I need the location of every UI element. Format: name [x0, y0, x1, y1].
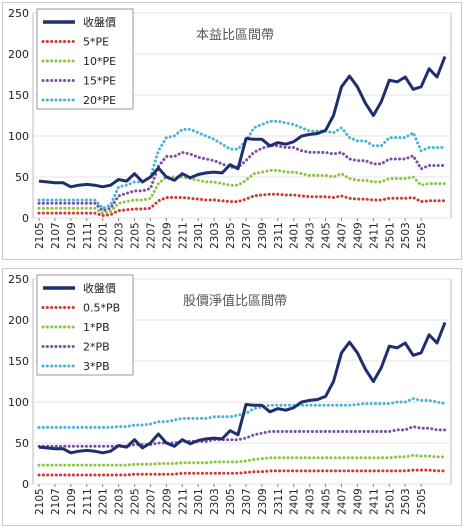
- pe-x-tick-label: 2205: [130, 222, 142, 249]
- pb-x-tick-label: 2411: [368, 488, 380, 515]
- pb-x-tick-label: 2501: [384, 488, 396, 515]
- pe-x-tick-label: 2311: [273, 222, 285, 249]
- pe-x-tick-label: 2209: [161, 222, 173, 249]
- pb-series-line-4: [37, 397, 447, 429]
- pb-y-tick-label: 100: [8, 396, 29, 409]
- pb-x-tick-label: 2107: [50, 488, 62, 515]
- pb-x-tick-label: 2111: [82, 488, 94, 515]
- pe-x-tick-label: 2107: [50, 222, 62, 249]
- pb-legend-label-1: 0.5*PB: [83, 302, 120, 315]
- pe-legend-label-3: 15*PE: [83, 75, 116, 88]
- pb-x-tick-label: 2303: [209, 488, 221, 515]
- pe-x-tick-label: 2505: [416, 222, 428, 249]
- pb-x-tick-label: 2105: [34, 488, 46, 515]
- pe-y-tick-label: 100: [8, 130, 29, 143]
- pb-x-tick-label: 2401: [289, 488, 301, 515]
- pe-y-tick-label: 250: [8, 7, 29, 20]
- pb-series-line-3: [37, 425, 447, 448]
- pb-x-tick-label: 2407: [337, 488, 349, 515]
- pb-band-chart: 0 50 100 150 200 250 2105 2107 2109 2111 2201 2203 2…: [2, 268, 462, 526]
- pe-legend-label-2: 10*PE: [83, 55, 116, 68]
- pb-x-tick-label: 2505: [416, 488, 428, 515]
- pb-band-chart-svg: 0 50 100 150 200 250 2105 2107 2109 2111 2201 2203 2…: [8, 273, 452, 515]
- pe-band-chart: 0 50 100 150 200 250 2105 2107 2109 2111 2201 2203 2…: [2, 2, 462, 260]
- pb-x-tick-label: 2211: [177, 488, 189, 515]
- pe-series-line-1: [37, 192, 447, 218]
- pe-legend: 收盤價 5*PE 10*PE 15*PE 20*PE: [36, 8, 134, 110]
- pb-x-tick-label: 2209: [161, 488, 173, 515]
- pe-x-tick-label: 2203: [114, 222, 126, 249]
- pb-x-tick-label: 2205: [130, 488, 142, 515]
- pe-series-line-2: [37, 168, 447, 215]
- pe-x-tick-label: 2409: [352, 222, 364, 249]
- pb-series-line-2: [37, 453, 447, 467]
- pe-x-tick-label: 2503: [400, 222, 412, 249]
- pb-legend-label-3: 2*PB: [83, 341, 110, 354]
- pe-x-tick-label: 2111: [82, 222, 94, 249]
- pe-legend-label-0: 收盤價: [83, 15, 116, 29]
- pb-y-tick-label: 150: [8, 355, 29, 368]
- pe-x-tick-label: 2201: [98, 222, 110, 249]
- pb-x-tick-label: 2305: [225, 488, 237, 515]
- pe-x-tick-label: 2403: [305, 222, 317, 249]
- pe-legend-label-1: 5*PE: [83, 36, 109, 49]
- pb-legend-box: [36, 274, 134, 376]
- pb-x-tick-label: 2203: [114, 488, 126, 515]
- pe-x-tick-label: 2501: [384, 222, 396, 249]
- pe-x-tick-label: 2301: [193, 222, 205, 249]
- pe-y-tick-label: 50: [15, 171, 29, 184]
- pb-x-tick-label: 2409: [352, 488, 364, 515]
- pb-legend-label-2: 1*PB: [83, 321, 110, 334]
- pe-x-tick-label: 2211: [177, 222, 189, 249]
- pe-legend-box: [36, 8, 134, 110]
- pb-legend-label-4: 3*PB: [83, 360, 110, 373]
- pe-y-tick-label: 150: [8, 89, 29, 102]
- pb-y-tick-label: 250: [8, 273, 29, 286]
- pb-legend-label-0: 收盤價: [83, 281, 116, 295]
- pe-y-tick-label: 0: [22, 212, 29, 225]
- pe-x-tick-label: 2401: [289, 222, 301, 249]
- pb-chart-title: 股價淨值比區間帶: [183, 293, 287, 309]
- pe-band-chart-svg: 0 50 100 150 200 250 2105 2107 2109 2111 2201 2203 2…: [8, 7, 452, 249]
- pb-x-tick-label: 2307: [241, 488, 253, 515]
- pb-y-tick-label: 0: [22, 478, 29, 491]
- pe-x-tick-label: 2407: [337, 222, 349, 249]
- pb-y-tick-label: 200: [8, 314, 29, 327]
- pb-x-tick-label: 2403: [305, 488, 317, 515]
- pe-legend-label-4: 20*PE: [83, 94, 116, 107]
- pe-series-line-4: [37, 119, 447, 210]
- pe-x-tick-label: 2105: [34, 222, 46, 249]
- pe-y-tick-label: 200: [8, 48, 29, 61]
- pb-x-tick-label: 2109: [66, 488, 78, 515]
- pb-legend: 收盤價 0.5*PB 1*PB 2*PB 3*PB: [36, 274, 134, 376]
- pb-y-tick-label: 50: [15, 437, 29, 450]
- pb-series-line-0: [38, 321, 447, 455]
- pe-x-tick-label: 2109: [66, 222, 78, 249]
- pe-series-line-0: [38, 55, 447, 189]
- pb-x-tick-label: 2201: [98, 488, 110, 515]
- pe-x-tick-label: 2307: [241, 222, 253, 249]
- pe-x-tick-label: 2305: [225, 222, 237, 249]
- pb-x-tick-label: 2503: [400, 488, 412, 515]
- pb-x-tick-label: 2301: [193, 488, 205, 515]
- pe-x-tick-label: 2207: [145, 222, 157, 249]
- pe-x-tick-label: 2303: [209, 222, 221, 249]
- pe-x-tick-label: 2309: [257, 222, 269, 249]
- pb-x-tick-label: 2309: [257, 488, 269, 515]
- pe-x-tick-label: 2411: [368, 222, 380, 249]
- pe-x-tick-label: 2405: [321, 222, 333, 249]
- pb-series-line-1: [37, 468, 447, 477]
- pe-chart-title: 本益比區間帶: [196, 28, 274, 43]
- pb-x-tick-label: 2311: [273, 488, 285, 515]
- pb-x-tick-label: 2207: [145, 488, 157, 515]
- pb-x-tick-label: 2405: [321, 488, 333, 515]
